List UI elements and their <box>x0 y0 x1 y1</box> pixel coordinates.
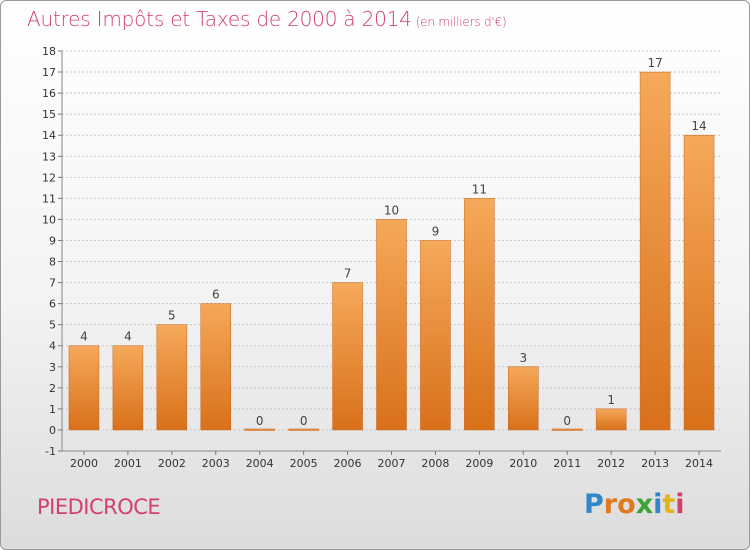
y-tick-label: 15 <box>42 108 56 121</box>
data-label-2007: 10 <box>384 203 399 217</box>
data-label-2004: 0 <box>256 414 264 428</box>
y-tick-label: 5 <box>49 319 56 332</box>
bar-2014 <box>683 134 715 431</box>
data-label-2012: 1 <box>607 393 615 407</box>
data-label-2001: 4 <box>124 330 132 344</box>
x-tick-label-2004: 2004 <box>246 457 274 470</box>
x-tick-label-2005: 2005 <box>290 457 318 470</box>
y-tick-label: 11 <box>42 192 56 205</box>
bar-2008 <box>420 240 451 431</box>
logo-letter: i <box>675 489 685 520</box>
x-tick-label-2009: 2009 <box>465 457 493 470</box>
data-labels: 4 4 5 6 0 0 7 10 9 11 3 0 1 17 14 <box>80 56 707 428</box>
bar-2013 <box>639 71 671 431</box>
bar-2010 <box>508 366 539 431</box>
bar-2012 <box>595 408 627 431</box>
data-label-2014: 14 <box>691 119 706 133</box>
data-label-2005: 0 <box>300 414 308 428</box>
y-tick-label: 4 <box>49 340 56 353</box>
y-tick-label: 9 <box>49 234 56 247</box>
chart-unit: (en milliers d'€) <box>415 15 507 29</box>
y-tick-label: 6 <box>49 298 56 311</box>
x-tick-label-2006: 2006 <box>334 457 362 470</box>
data-label-2009: 11 <box>472 182 487 196</box>
x-tick-label-2007: 2007 <box>378 457 406 470</box>
y-tick-label: 8 <box>49 256 56 269</box>
data-label-2011: 0 <box>563 414 571 428</box>
data-label-2002: 5 <box>168 309 176 323</box>
chart-title-text: Autres Impôts et Taxes de 2000 à 2014 <box>27 7 412 31</box>
bar-2004 <box>244 428 275 431</box>
data-label-2008: 9 <box>432 224 440 238</box>
y-tick-label: 2 <box>49 382 56 395</box>
y-tick-label: -1 <box>45 445 56 458</box>
bar-2006 <box>332 282 363 431</box>
x-tick-label-2000: 2000 <box>70 457 98 470</box>
x-tick-label-2001: 2001 <box>114 457 142 470</box>
bar-2001 <box>112 345 144 431</box>
bar-2005 <box>288 428 319 431</box>
x-tick-label-2013: 2013 <box>641 457 669 470</box>
bars <box>68 71 715 431</box>
x-tick-label-2011: 2011 <box>553 457 581 470</box>
x-tick-label-2014: 2014 <box>685 457 713 470</box>
logo-letter: r <box>603 489 618 520</box>
data-label-2010: 3 <box>519 351 527 365</box>
data-label-2006: 7 <box>344 267 352 281</box>
logo-letter: o <box>617 489 636 520</box>
proxiti-logo: Proxiti <box>584 489 685 520</box>
x-tick-label-2010: 2010 <box>509 457 537 470</box>
y-tick-label: 0 <box>49 424 56 437</box>
bar-2000 <box>68 345 100 431</box>
y-tick-label: 7 <box>49 277 56 290</box>
chart-title: Autres Impôts et Taxes de 2000 à 2014 (en… <box>27 7 507 31</box>
y-tick-label: 12 <box>42 171 56 184</box>
logo-letter: x <box>635 489 654 520</box>
y-tick-label: 3 <box>49 361 56 374</box>
commune-name: PIEDICROCE <box>37 495 161 519</box>
logo-letter: P <box>584 489 604 520</box>
bar-2002 <box>156 324 188 431</box>
y-tick-label: 16 <box>42 87 56 100</box>
logo-letter: i <box>653 489 663 520</box>
x-tick-label-2012: 2012 <box>597 457 625 470</box>
y-tick-label: 13 <box>42 150 56 163</box>
bar-2011 <box>551 428 583 431</box>
bar-2003 <box>200 303 232 431</box>
data-label-2003: 6 <box>212 288 220 302</box>
x-tick-label-2002: 2002 <box>158 457 186 470</box>
y-tick-label: 10 <box>42 213 56 226</box>
logo-letter: t <box>662 489 676 520</box>
data-label-2000: 4 <box>80 330 88 344</box>
bar-2009 <box>464 198 495 431</box>
y-tick-label: 18 <box>42 45 56 58</box>
x-tick-label-2008: 2008 <box>421 457 449 470</box>
x-tick-label-2003: 2003 <box>202 457 230 470</box>
y-tick-label: 17 <box>42 66 56 79</box>
data-label-2013: 17 <box>647 56 662 70</box>
bar-2007 <box>376 219 407 431</box>
y-tick-label: 14 <box>42 129 56 142</box>
y-tick-label: 1 <box>49 403 56 416</box>
